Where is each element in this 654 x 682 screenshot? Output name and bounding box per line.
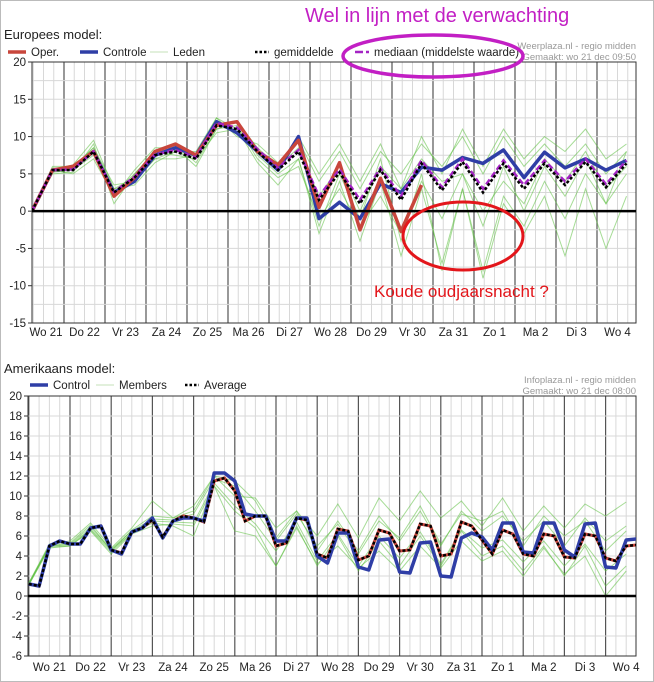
y-tick-label: 16 xyxy=(9,431,22,443)
annotation-top-note: Wel in lijn met de verwachting xyxy=(305,5,569,27)
legend-label-mean: gemiddelde xyxy=(274,47,333,59)
x-day-label: Za 31 xyxy=(439,327,468,339)
x-day-label: Di 27 xyxy=(283,662,310,674)
y-tick-label: 10 xyxy=(9,491,22,503)
y-tick-label: 0 xyxy=(20,206,26,218)
y-tick-label: 4 xyxy=(16,551,23,563)
source-european: Weerplaza.nl - regio midden xyxy=(517,41,636,52)
y-tick-label: -5 xyxy=(16,243,26,255)
x-day-label: Do 29 xyxy=(364,662,395,674)
x-day-label: Ma 2 xyxy=(531,662,557,674)
x-day-label: Vr 23 xyxy=(112,327,139,339)
x-day-label: Zo 1 xyxy=(483,327,506,339)
control-line xyxy=(28,471,636,588)
x-day-label: Wo 28 xyxy=(321,662,354,674)
y-tick-label: -2 xyxy=(12,611,22,623)
y-tick-label: 5 xyxy=(20,169,26,181)
chart-title-european: Europees model: xyxy=(4,27,102,42)
cold-night-highlight-ellipse xyxy=(401,200,525,272)
x-day-label: Di 3 xyxy=(575,662,595,674)
legend-label-members: Leden xyxy=(173,47,205,59)
x-day-label: Zo 25 xyxy=(199,662,228,674)
median-line xyxy=(32,121,628,212)
plot-frame xyxy=(27,395,637,657)
x-day-label: Wo 4 xyxy=(604,327,631,339)
legend-label-oper: Oper. xyxy=(31,47,59,59)
x-day-label: Wo 21 xyxy=(33,662,66,674)
y-tick-label: 6 xyxy=(16,531,22,543)
x-day-label: Di 3 xyxy=(566,327,586,339)
median-highlight-ellipse xyxy=(341,33,525,79)
x-day-label: Za 24 xyxy=(158,662,188,674)
legend-label-control: Controle xyxy=(103,47,146,59)
y-tick-label: 20 xyxy=(9,391,22,403)
y-tick-label: -10 xyxy=(9,281,26,293)
member-line xyxy=(28,478,627,584)
annotation-cold-note: Koude oudjaarsnacht ? xyxy=(374,282,549,301)
x-day-label: Do 22 xyxy=(69,327,100,339)
average-line xyxy=(32,124,628,212)
x-day-label: Vr 30 xyxy=(399,327,426,339)
x-day-label: Wo 28 xyxy=(314,327,347,339)
x-day-label: Ma 26 xyxy=(239,662,271,674)
grid xyxy=(32,62,636,323)
x-day-label: Za 31 xyxy=(447,662,476,674)
y-tick-label: 20 xyxy=(13,57,26,69)
y-tick-label: 0 xyxy=(16,591,22,603)
member-line xyxy=(28,475,627,584)
x-day-label: Zo 1 xyxy=(491,662,514,674)
plot-frame xyxy=(31,61,637,324)
x-day-label: Vr 23 xyxy=(118,662,145,674)
y-tick-label: -4 xyxy=(12,631,23,643)
x-day-label: Wo 21 xyxy=(29,327,62,339)
average-line xyxy=(28,476,636,588)
x-day-label: Zo 25 xyxy=(193,327,222,339)
legend-label-control: Control xyxy=(53,380,90,392)
source-american: Infoplaza.nl - regio midden xyxy=(524,375,636,386)
y-tick-label: 12 xyxy=(9,471,22,483)
x-day-label: Do 29 xyxy=(356,327,387,339)
y-tick-label: -6 xyxy=(12,651,22,663)
x-day-label: Za 24 xyxy=(152,327,182,339)
y-tick-label: -15 xyxy=(9,318,26,330)
x-day-label: Ma 2 xyxy=(523,327,549,339)
made-american: Gemaakt: wo 21 dec 08:00 xyxy=(522,386,636,397)
x-day-label: Di 27 xyxy=(276,327,303,339)
chart-title-american: Amerikaans model: xyxy=(4,361,115,376)
y-tick-label: 15 xyxy=(13,94,26,106)
x-day-label: Ma 26 xyxy=(233,327,265,339)
y-tick-label: 18 xyxy=(9,411,22,423)
y-tick-label: 14 xyxy=(9,451,22,463)
series-layer xyxy=(28,471,636,597)
legend-label-median: mediaan (middelste waarde) xyxy=(374,47,519,59)
y-tick-label: 10 xyxy=(13,132,26,144)
member-line xyxy=(32,128,627,279)
legend-label-mean: Average xyxy=(204,380,247,392)
member-line xyxy=(32,124,627,235)
x-day-label: Wo 4 xyxy=(613,662,640,674)
legend-label-members: Members xyxy=(119,380,167,392)
x-day-label: Vr 30 xyxy=(407,662,434,674)
made-european: Gemaakt: wo 21 dec 09:50 xyxy=(522,52,636,63)
x-day-label: Do 22 xyxy=(75,662,106,674)
y-tick-label: 2 xyxy=(16,571,22,583)
y-tick-label: 8 xyxy=(16,511,22,523)
